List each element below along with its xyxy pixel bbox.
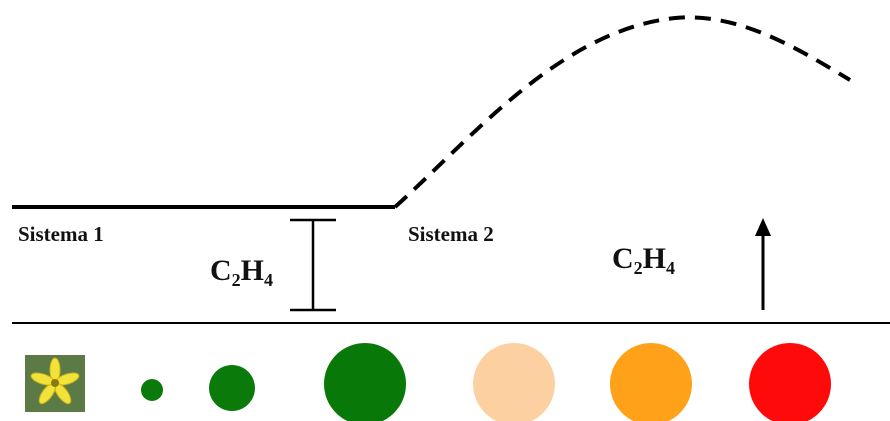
diagram: Sistema 1 Sistema 2 C₂H₄ C₂H₄ [0,0,890,421]
ethylene-label: C₂H₄ [612,242,675,275]
fruit-stage [141,379,163,401]
ethylene-label: C₂H₄ [210,254,273,287]
background [0,0,890,421]
system-label: Sistema 2 [408,222,494,246]
system-label: Sistema 1 [18,222,104,246]
fruit-stage [209,365,255,411]
flower-image [25,355,85,412]
